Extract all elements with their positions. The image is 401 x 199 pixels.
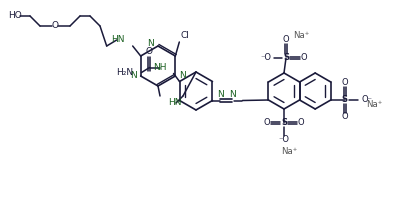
Text: O: O bbox=[297, 118, 304, 128]
Text: N: N bbox=[179, 71, 186, 81]
Text: HO: HO bbox=[8, 12, 22, 20]
Text: N: N bbox=[217, 90, 223, 99]
Text: ⁻O: ⁻O bbox=[278, 136, 289, 144]
Text: O: O bbox=[51, 21, 59, 30]
Text: ⁻O: ⁻O bbox=[259, 54, 270, 62]
Text: S: S bbox=[282, 54, 288, 62]
Text: HN: HN bbox=[168, 99, 181, 107]
Text: Na⁺: Na⁺ bbox=[366, 100, 382, 109]
Text: S: S bbox=[280, 118, 286, 128]
Text: O: O bbox=[263, 118, 269, 128]
Text: O: O bbox=[282, 35, 289, 45]
Text: N: N bbox=[229, 90, 235, 99]
Text: Cl: Cl bbox=[180, 31, 189, 41]
Text: O: O bbox=[340, 112, 347, 122]
Text: Na⁺: Na⁺ bbox=[292, 31, 308, 41]
Text: O: O bbox=[145, 47, 152, 56]
Text: O⁻: O⁻ bbox=[361, 96, 372, 104]
Text: Na⁺: Na⁺ bbox=[280, 146, 296, 155]
Text: S: S bbox=[341, 96, 347, 104]
Text: N: N bbox=[130, 71, 136, 81]
Text: NH: NH bbox=[153, 63, 166, 72]
Text: N: N bbox=[147, 39, 154, 49]
Text: O: O bbox=[340, 78, 347, 88]
Text: O: O bbox=[300, 54, 306, 62]
Text: HN: HN bbox=[111, 35, 124, 45]
Text: H₂N: H₂N bbox=[116, 68, 133, 77]
